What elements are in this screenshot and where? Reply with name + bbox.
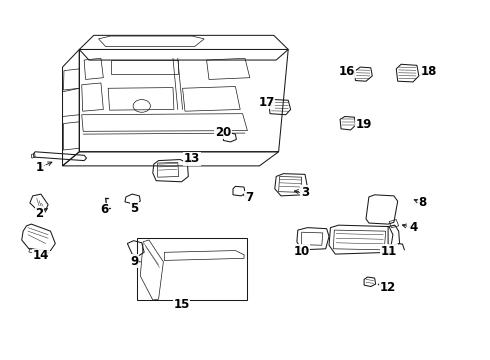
Text: 12: 12 (380, 281, 396, 294)
Text: 2: 2 (35, 207, 44, 220)
Bar (137, 238, 247, 300)
Text: 8: 8 (418, 197, 427, 210)
Text: 9: 9 (130, 255, 139, 267)
Text: 11: 11 (381, 245, 397, 258)
Text: 1: 1 (35, 161, 44, 174)
Text: 15: 15 (173, 298, 190, 311)
Text: 7: 7 (245, 191, 253, 204)
Text: 20: 20 (215, 126, 231, 139)
Text: 16: 16 (339, 65, 355, 78)
Text: 5: 5 (130, 202, 139, 215)
Text: 14: 14 (33, 249, 49, 262)
Text: 18: 18 (420, 65, 437, 78)
Text: 6: 6 (100, 203, 108, 216)
Text: 10: 10 (294, 245, 310, 258)
Text: 19: 19 (356, 118, 372, 131)
Text: 4: 4 (409, 221, 417, 234)
Text: 13: 13 (184, 152, 200, 165)
Text: 17: 17 (259, 96, 275, 109)
Text: 3: 3 (301, 186, 309, 199)
